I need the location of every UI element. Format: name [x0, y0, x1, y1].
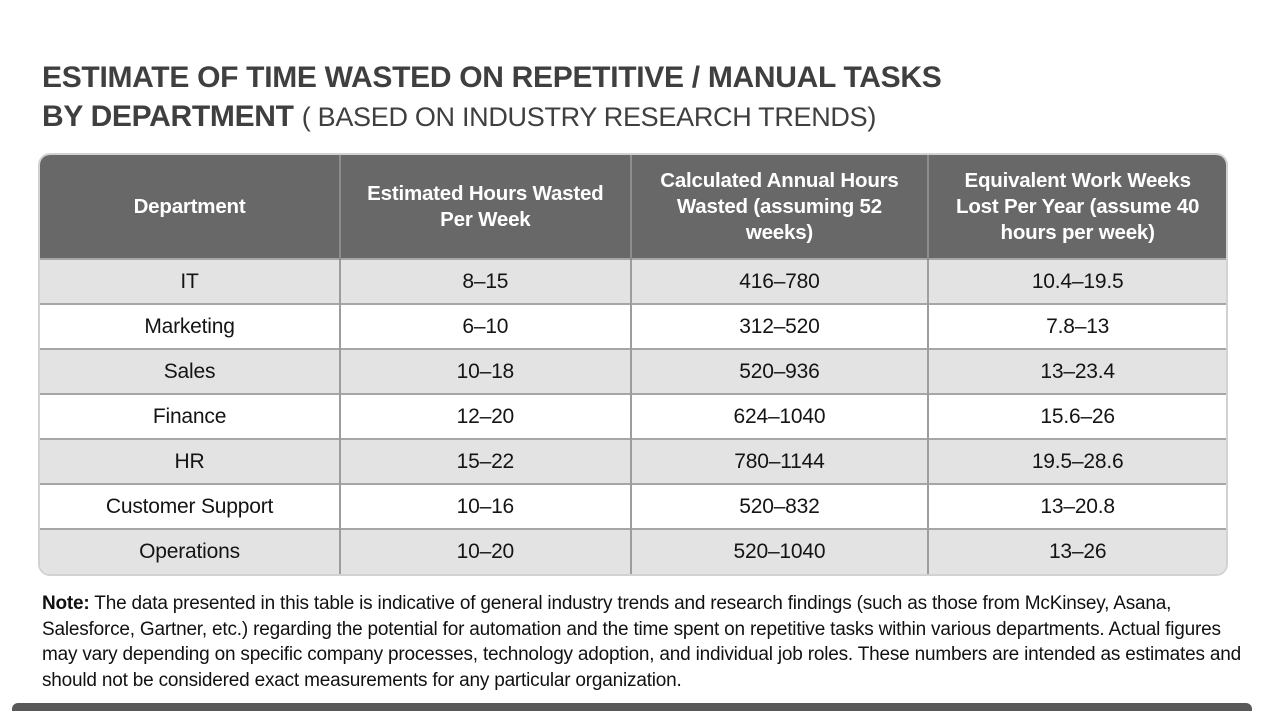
table-row: Customer Support 10–16 520–832 13–20.8: [40, 483, 1226, 529]
table-row: IT 8–15 416–780 10.4–19.5: [40, 258, 1226, 304]
cell-department: Marketing: [40, 303, 341, 349]
table-cell: 10–20: [339, 528, 631, 574]
table-row: Marketing 6–10 312–520 7.8–13: [40, 303, 1226, 349]
cell-department: Finance: [40, 393, 341, 439]
table-cell: 312–520: [629, 303, 929, 349]
column-header-department: Department: [40, 155, 341, 259]
table-cell: 10–16: [339, 483, 631, 529]
note-body: The data presented in this table is indi…: [42, 593, 1241, 691]
table-cell: 10–18: [339, 348, 631, 394]
note-text: Note: The data presented in this table i…: [42, 591, 1248, 693]
table-cell: 520–1040: [629, 528, 929, 574]
data-table-container: Department Estimated Hours Wasted Per We…: [38, 153, 1228, 576]
table-cell: 6–10: [339, 303, 631, 349]
table-row: Finance 12–20 624–1040 15.6–26: [40, 393, 1226, 439]
title-subtitle-text: ( BASED ON INDUSTRY RESEARCH TRENDS): [301, 102, 877, 132]
title-bold-text: BY DEPARTMENT: [42, 100, 294, 133]
table-cell: 13–26: [927, 528, 1226, 574]
table-cell: 8–15: [339, 258, 631, 304]
title-main-text: ESTIMATE OF TIME WASTED ON REPETITIVE / …: [42, 61, 942, 94]
note-label: Note:: [42, 593, 90, 614]
table-cell: 624–1040: [629, 393, 929, 439]
data-table: Department Estimated Hours Wasted Per We…: [40, 155, 1226, 574]
table-cell: 15.6–26: [927, 393, 1226, 439]
cell-department: Operations: [40, 528, 341, 574]
table-cell: 19.5–28.6: [927, 438, 1226, 484]
title-line-1: ESTIMATE OF TIME WASTED ON REPETITIVE / …: [42, 58, 942, 97]
column-header-work-weeks-lost: Equivalent Work Weeks Lost Per Year (ass…: [927, 155, 1226, 259]
cell-department: HR: [40, 438, 341, 484]
table-cell: 780–1144: [629, 438, 929, 484]
table-row: Sales 10–18 520–936 13–23.4: [40, 348, 1226, 394]
title-line-2: BY DEPARTMENT ( BASED ON INDUSTRY RESEAR…: [42, 97, 941, 137]
table-cell: 13–23.4: [927, 348, 1226, 394]
table-header-row: Department Estimated Hours Wasted Per We…: [40, 155, 1226, 259]
table-cell: 12–20: [339, 393, 631, 439]
table-cell: 7.8–13: [927, 303, 1226, 349]
column-header-hours-per-week: Estimated Hours Wasted Per Week: [339, 155, 631, 259]
partial-next-section-bar: [12, 703, 1252, 711]
table-row: Operations 10–20 520–1040 13–26: [40, 528, 1226, 574]
table-row: HR 15–22 780–1144 19.5–28.6: [40, 438, 1226, 484]
cell-department: IT: [40, 258, 341, 304]
cell-department: Sales: [40, 348, 341, 394]
column-header-annual-hours: Calculated Annual Hours Wasted (assuming…: [629, 155, 929, 259]
table-cell: 520–832: [629, 483, 929, 529]
table-cell: 10.4–19.5: [927, 258, 1226, 304]
table-cell: 416–780: [629, 258, 929, 304]
table-cell: 520–936: [629, 348, 929, 394]
page-title: ESTIMATE OF TIME WASTED ON REPETITIVE / …: [42, 58, 942, 137]
table-cell: 15–22: [339, 438, 631, 484]
cell-department: Customer Support: [40, 483, 341, 529]
table-cell: 13–20.8: [927, 483, 1226, 529]
